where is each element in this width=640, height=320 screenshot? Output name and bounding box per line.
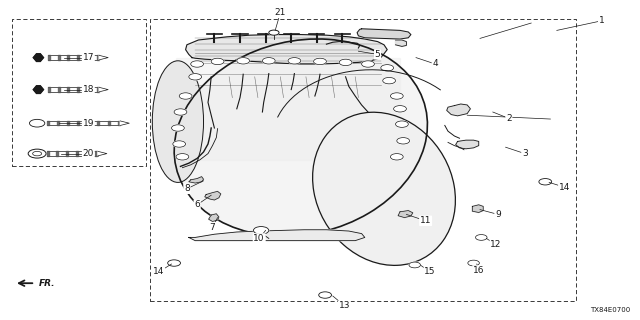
Circle shape (189, 74, 202, 80)
Text: 8: 8 (184, 184, 189, 193)
Circle shape (253, 227, 269, 234)
Polygon shape (189, 230, 365, 241)
Circle shape (409, 262, 420, 268)
Circle shape (362, 61, 374, 67)
Circle shape (168, 260, 180, 266)
Circle shape (339, 59, 352, 66)
Text: 19: 19 (83, 119, 94, 128)
Polygon shape (447, 104, 470, 116)
Circle shape (28, 149, 46, 158)
Text: 6: 6 (195, 200, 200, 209)
Polygon shape (99, 55, 108, 60)
Circle shape (29, 119, 45, 127)
Text: 21: 21 (275, 8, 286, 17)
Circle shape (288, 58, 301, 64)
Polygon shape (189, 177, 204, 183)
Circle shape (468, 260, 479, 266)
Text: 4: 4 (433, 60, 438, 68)
Ellipse shape (152, 61, 204, 182)
Circle shape (269, 30, 279, 35)
Text: TX84E0700: TX84E0700 (590, 307, 630, 313)
Circle shape (319, 292, 332, 298)
Ellipse shape (312, 112, 456, 265)
Circle shape (394, 106, 406, 112)
Text: 7: 7 (210, 223, 215, 232)
Text: 11: 11 (420, 216, 431, 225)
Circle shape (191, 61, 204, 67)
Text: 14: 14 (559, 183, 570, 192)
Circle shape (211, 58, 224, 65)
Polygon shape (33, 54, 44, 61)
Circle shape (174, 109, 187, 115)
Text: 14: 14 (153, 268, 164, 276)
Text: 16: 16 (473, 266, 484, 275)
Polygon shape (396, 40, 406, 46)
Polygon shape (120, 121, 129, 125)
Circle shape (476, 235, 487, 240)
Circle shape (381, 65, 394, 71)
Circle shape (314, 58, 326, 65)
Circle shape (396, 121, 408, 127)
Text: 12: 12 (490, 240, 502, 249)
Polygon shape (176, 58, 400, 160)
Text: 13: 13 (339, 301, 350, 310)
Text: 5: 5 (375, 50, 380, 59)
Circle shape (262, 58, 275, 64)
Polygon shape (398, 211, 413, 218)
Circle shape (179, 93, 192, 99)
Text: 2: 2 (506, 114, 511, 123)
Text: 1: 1 (599, 16, 604, 25)
Polygon shape (98, 151, 107, 156)
Circle shape (172, 125, 184, 131)
Text: 10: 10 (253, 234, 265, 243)
Text: 9: 9 (495, 210, 500, 219)
Text: 20: 20 (83, 149, 94, 158)
Text: 15: 15 (424, 268, 436, 276)
Polygon shape (357, 29, 411, 39)
Polygon shape (99, 87, 108, 92)
Circle shape (383, 77, 396, 84)
Circle shape (173, 141, 186, 147)
Text: FR.: FR. (38, 279, 55, 288)
Text: 17: 17 (83, 53, 94, 62)
Circle shape (397, 138, 410, 144)
Polygon shape (209, 214, 219, 221)
Polygon shape (186, 35, 387, 64)
Circle shape (390, 154, 403, 160)
Polygon shape (205, 191, 221, 200)
Ellipse shape (174, 39, 428, 236)
Circle shape (176, 154, 189, 160)
Circle shape (237, 58, 250, 64)
Circle shape (390, 93, 403, 99)
Circle shape (539, 179, 552, 185)
Polygon shape (33, 86, 44, 93)
Polygon shape (456, 140, 479, 149)
Text: 18: 18 (83, 85, 94, 94)
Text: 3: 3 (522, 149, 527, 158)
Polygon shape (472, 205, 483, 212)
